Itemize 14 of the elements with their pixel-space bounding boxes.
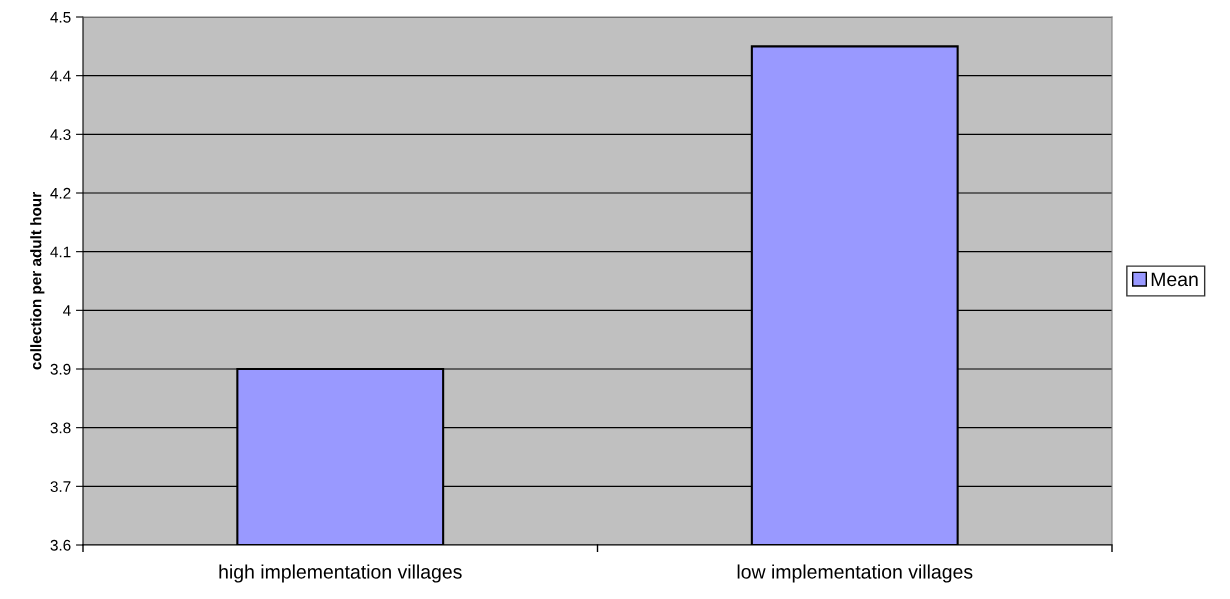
y-tick-label: 3.7 [50,481,71,493]
y-axis-title: collection per adult hour [30,192,45,370]
legend-label: Mean [1151,272,1198,287]
y-tick-label: 3.8 [50,422,71,434]
x-tick-label: low implementation villages [737,564,973,583]
y-tick-label: 4.4 [50,70,71,82]
y-tick-label: 4 [63,305,71,316]
y-tick-label: 4.1 [50,246,71,258]
y-tick-label: 3.6 [50,539,71,551]
y-tick-label: 4.3 [50,129,71,141]
x-tick-label: high implementation villages [219,564,462,583]
y-tick-label: 4.5 [50,12,71,23]
y-tick-label: 4.2 [50,187,71,199]
y-tick-label: 3.9 [50,363,71,375]
